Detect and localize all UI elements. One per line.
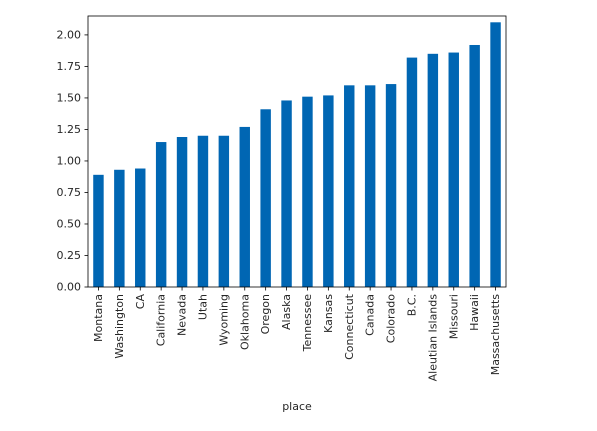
x-tick-label: California <box>155 294 168 346</box>
bar <box>281 100 292 287</box>
bar <box>406 57 418 287</box>
plot-frame <box>87 15 507 288</box>
x-tick-label: Canada <box>364 294 377 336</box>
bar <box>114 169 125 287</box>
x-tick-label: Hawaii <box>468 294 481 331</box>
bar <box>176 137 188 287</box>
x-axis: Montana Washington CA California Nevada Utah W… <box>92 287 502 381</box>
y-tick-label: 0.50 <box>57 217 82 230</box>
y-tick-label: 1.75 <box>57 60 82 73</box>
bar <box>218 135 230 287</box>
bar <box>135 168 146 287</box>
bar <box>344 85 355 287</box>
x-tick-label: Nevada <box>176 294 189 336</box>
bar <box>302 96 313 287</box>
x-tick-label: Oregon <box>259 294 272 334</box>
x-tick-label: Alaska <box>280 294 293 330</box>
x-tick-label: Wyoming <box>217 294 230 346</box>
x-tick-label: Montana <box>92 294 105 342</box>
bar <box>427 53 439 288</box>
y-tick-label: 1.50 <box>57 91 82 104</box>
x-tick-label: Massachusetts <box>489 294 502 376</box>
y-tick-label: 0.00 <box>57 281 82 294</box>
x-axis-label: place <box>282 400 312 413</box>
y-tick-label: 1.00 <box>57 154 82 167</box>
y-tick-label: 0.25 <box>57 249 82 262</box>
bar <box>197 135 209 287</box>
bar <box>323 95 334 287</box>
x-tick-label: B.C. <box>405 294 418 316</box>
x-tick-label: Aleutian Islands <box>426 294 439 382</box>
bar <box>93 174 104 287</box>
x-tick-label: Tennessee <box>301 294 314 353</box>
x-tick-label: Missouri <box>447 294 460 339</box>
bar <box>155 142 167 287</box>
bars-group <box>93 22 501 288</box>
bar <box>448 52 459 287</box>
bar <box>469 44 480 288</box>
bar <box>260 109 271 288</box>
bar <box>364 85 376 287</box>
y-tick-label: 1.25 <box>57 123 82 136</box>
y-tick-label: 2.00 <box>57 28 82 41</box>
bar <box>239 126 250 287</box>
x-tick-label: Utah <box>196 294 209 320</box>
bar <box>490 22 501 287</box>
x-tick-label: Colorado <box>385 294 398 343</box>
x-tick-label: Washington <box>113 294 126 359</box>
x-tick-label: Connecticut <box>343 293 356 360</box>
y-axis: 0.00 0.25 0.50 0.75 1.00 1.25 1.50 1.75 2.00 <box>57 28 88 294</box>
x-tick-label: CA <box>134 294 147 310</box>
y-tick-label: 0.75 <box>57 186 82 199</box>
bar <box>385 84 397 287</box>
x-tick-label: Oklahoma <box>238 294 251 350</box>
x-tick-label: Kansas <box>322 294 335 333</box>
